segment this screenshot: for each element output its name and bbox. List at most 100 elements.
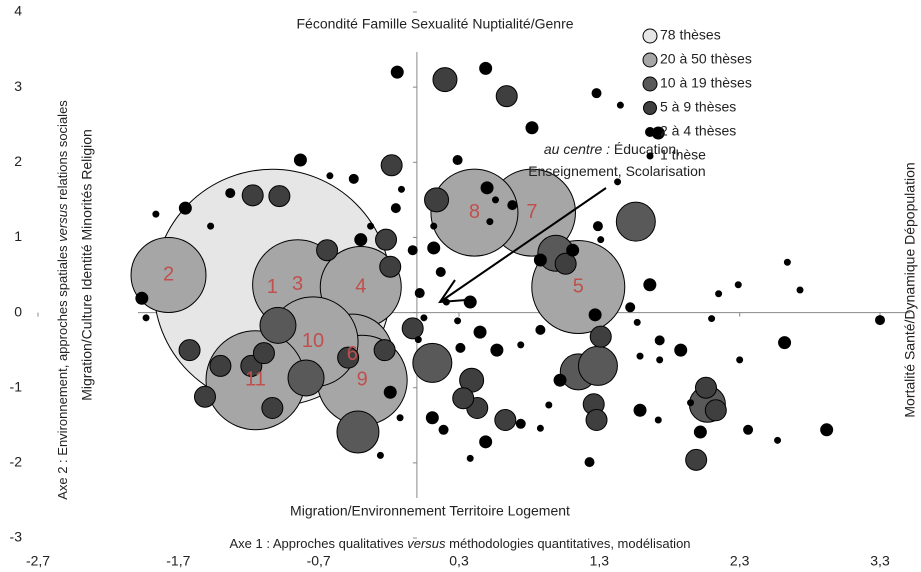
bubble-label: 7 (526, 201, 537, 223)
bubble (517, 341, 525, 349)
bubble (588, 308, 602, 322)
bottom-label: Migration/Environnement Territoire Logem… (290, 503, 570, 519)
bubble (396, 414, 404, 422)
bubble-label: 4 (355, 275, 366, 297)
legend-marker (646, 152, 654, 160)
legend-marker (642, 28, 658, 44)
bubble (326, 172, 334, 180)
bubble (438, 424, 449, 435)
bubble (694, 376, 717, 399)
bubble (533, 253, 547, 267)
bubble (430, 222, 438, 230)
bubble (225, 188, 236, 199)
bubble (178, 201, 192, 215)
bubble-label: 9 (357, 368, 368, 390)
bubble (685, 448, 708, 471)
bubble (566, 243, 580, 257)
bubble (585, 409, 608, 432)
legend-label: 78 thèses (660, 27, 721, 43)
bubble (820, 423, 834, 437)
bubble (535, 324, 546, 335)
y-tick-label: 3 (14, 78, 22, 94)
legend-label: 1 thèse (660, 147, 706, 163)
bubble (774, 436, 782, 444)
y-tick-label: -3 (10, 529, 23, 545)
bubble (209, 354, 232, 377)
bubble (425, 411, 439, 425)
bubble (490, 343, 504, 357)
bubble (507, 200, 518, 211)
bubble (597, 236, 605, 244)
bubble (397, 185, 405, 193)
bubble (390, 203, 401, 214)
bubble (687, 399, 695, 407)
legend-label: 2 à 4 thèses (660, 123, 736, 139)
bubble (525, 121, 539, 135)
bubble (778, 336, 792, 350)
bubble (401, 317, 424, 340)
right-label: Mortalité Santé/Dynamique Dépopulation (902, 162, 918, 417)
bubble (135, 291, 149, 305)
bubble (367, 222, 375, 230)
x-title-part: versus (407, 536, 446, 551)
bubble (380, 154, 403, 177)
bubble (553, 373, 567, 387)
bubble (708, 315, 716, 323)
bubble-label: 10 (302, 330, 324, 352)
bubble (693, 425, 707, 439)
bubble (455, 342, 466, 353)
bubble (252, 342, 275, 365)
bubble (536, 424, 544, 432)
x-tick-label: -0,7 (307, 553, 331, 569)
bubble (390, 65, 404, 79)
x-tick-label: -1,7 (166, 553, 190, 569)
x-title-part: Axe 1 : Approches qualitatives (229, 536, 407, 551)
y-axis-title: Axe 2 : Environnement, approches spatial… (55, 100, 70, 500)
bubble (704, 399, 727, 422)
y-title-part: versus (55, 203, 70, 242)
bubble (589, 325, 612, 348)
bubble-label: 1 (267, 276, 278, 298)
bubble (783, 258, 791, 266)
x-title-part: méthodologies quantitatives, modélisatio… (446, 536, 691, 551)
y-title-part: relations sociales (55, 100, 70, 204)
plot: -2,7 -1,7 -0,7 0,3 1,3 2,3 3,3 -3 -2 -1 0 1 2 3 4 1 2 3 4 5… (10, 3, 910, 569)
bubble (373, 339, 396, 362)
annotation: Enseignement, Scolarisation (528, 163, 705, 179)
bubble (259, 306, 297, 344)
bubble (466, 454, 474, 462)
y-tick-label: 1 (14, 228, 22, 244)
bubble (633, 403, 647, 417)
legend-marker (642, 52, 658, 68)
bubble (424, 187, 450, 213)
bubble (383, 385, 397, 399)
x-tick-label: 1,3 (590, 553, 610, 569)
bubble (625, 302, 636, 313)
bubble (643, 278, 657, 292)
bubble (545, 401, 553, 409)
bubble (287, 359, 325, 397)
bubble (293, 153, 307, 167)
annotation: au centre : Éducation, (544, 141, 680, 157)
bubble (435, 266, 446, 277)
bubble (584, 457, 595, 468)
bubble (207, 222, 215, 230)
left-label: Migration/Culture Identité Minorités Rel… (79, 129, 95, 401)
bubble (473, 325, 487, 339)
bubble (479, 61, 493, 75)
bubble (736, 356, 744, 364)
y-tick-label: 4 (14, 3, 22, 19)
bubble (875, 315, 885, 326)
bubble (261, 397, 284, 420)
bubble (420, 314, 428, 322)
bubble (495, 85, 518, 108)
bubble (427, 241, 441, 255)
bubble (656, 356, 664, 364)
bubble (614, 178, 622, 186)
bubble (577, 345, 618, 386)
bubble (412, 342, 453, 383)
bubble (241, 184, 264, 207)
y-tick-label: 0 (14, 303, 22, 319)
annotation-part: Enseignement, Scolarisation (528, 163, 705, 179)
y-tick-label: 2 (14, 153, 22, 169)
